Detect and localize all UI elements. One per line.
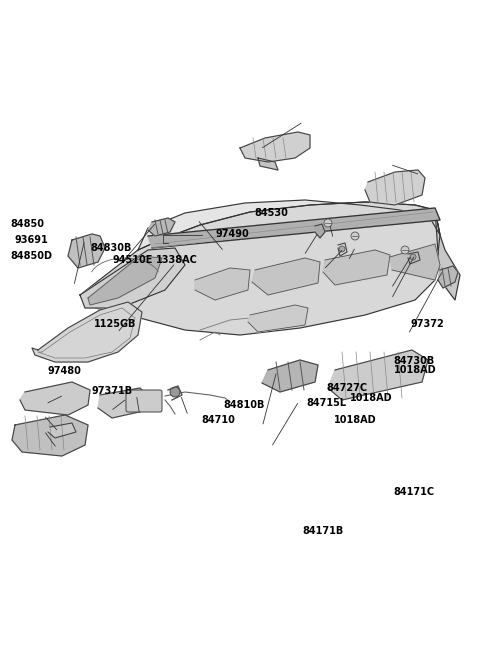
Polygon shape [438, 266, 458, 288]
Text: 1125GB: 1125GB [94, 319, 136, 329]
Text: 97490: 97490 [215, 228, 249, 239]
FancyBboxPatch shape [126, 390, 162, 412]
Text: 93691: 93691 [14, 235, 48, 245]
Polygon shape [138, 200, 440, 250]
Polygon shape [68, 234, 105, 268]
Text: 84171B: 84171B [302, 526, 344, 537]
Circle shape [410, 254, 416, 260]
Text: 94510E: 94510E [113, 255, 153, 265]
Polygon shape [252, 258, 320, 295]
Circle shape [170, 387, 180, 397]
Polygon shape [328, 350, 428, 400]
Circle shape [351, 232, 359, 240]
Polygon shape [148, 218, 175, 236]
Text: 1338AC: 1338AC [156, 255, 198, 265]
Polygon shape [48, 423, 76, 438]
Text: 84171C: 84171C [394, 487, 435, 497]
Polygon shape [315, 224, 325, 238]
Text: 84727C: 84727C [326, 383, 368, 394]
Text: 1018AD: 1018AD [334, 415, 376, 425]
Polygon shape [390, 244, 440, 280]
Text: 84530: 84530 [254, 207, 288, 218]
Text: 84830B: 84830B [90, 243, 132, 253]
Polygon shape [98, 388, 150, 418]
Text: 84715L: 84715L [306, 398, 347, 408]
Text: 97480: 97480 [48, 366, 82, 377]
Text: 84730B: 84730B [394, 356, 435, 366]
Polygon shape [262, 360, 318, 392]
Circle shape [324, 219, 332, 227]
Polygon shape [148, 208, 440, 248]
Polygon shape [32, 302, 142, 362]
Polygon shape [80, 248, 185, 308]
Circle shape [401, 246, 409, 254]
Polygon shape [258, 158, 278, 170]
Polygon shape [240, 132, 310, 162]
Polygon shape [248, 305, 308, 332]
Polygon shape [12, 415, 88, 456]
Polygon shape [80, 202, 440, 335]
Text: 1018AD: 1018AD [394, 365, 436, 375]
Text: 84710: 84710 [202, 415, 236, 425]
Polygon shape [365, 170, 425, 205]
Polygon shape [323, 250, 390, 285]
Polygon shape [435, 210, 460, 300]
Circle shape [339, 246, 345, 252]
Text: 84810B: 84810B [223, 400, 264, 411]
Polygon shape [88, 256, 162, 305]
Text: 97372: 97372 [410, 319, 444, 329]
Text: 84850D: 84850D [11, 251, 53, 261]
Text: 97371B: 97371B [91, 386, 132, 396]
Text: 1018AD: 1018AD [350, 392, 393, 403]
Polygon shape [20, 382, 90, 415]
Text: 84850: 84850 [11, 219, 45, 230]
Polygon shape [195, 268, 250, 300]
